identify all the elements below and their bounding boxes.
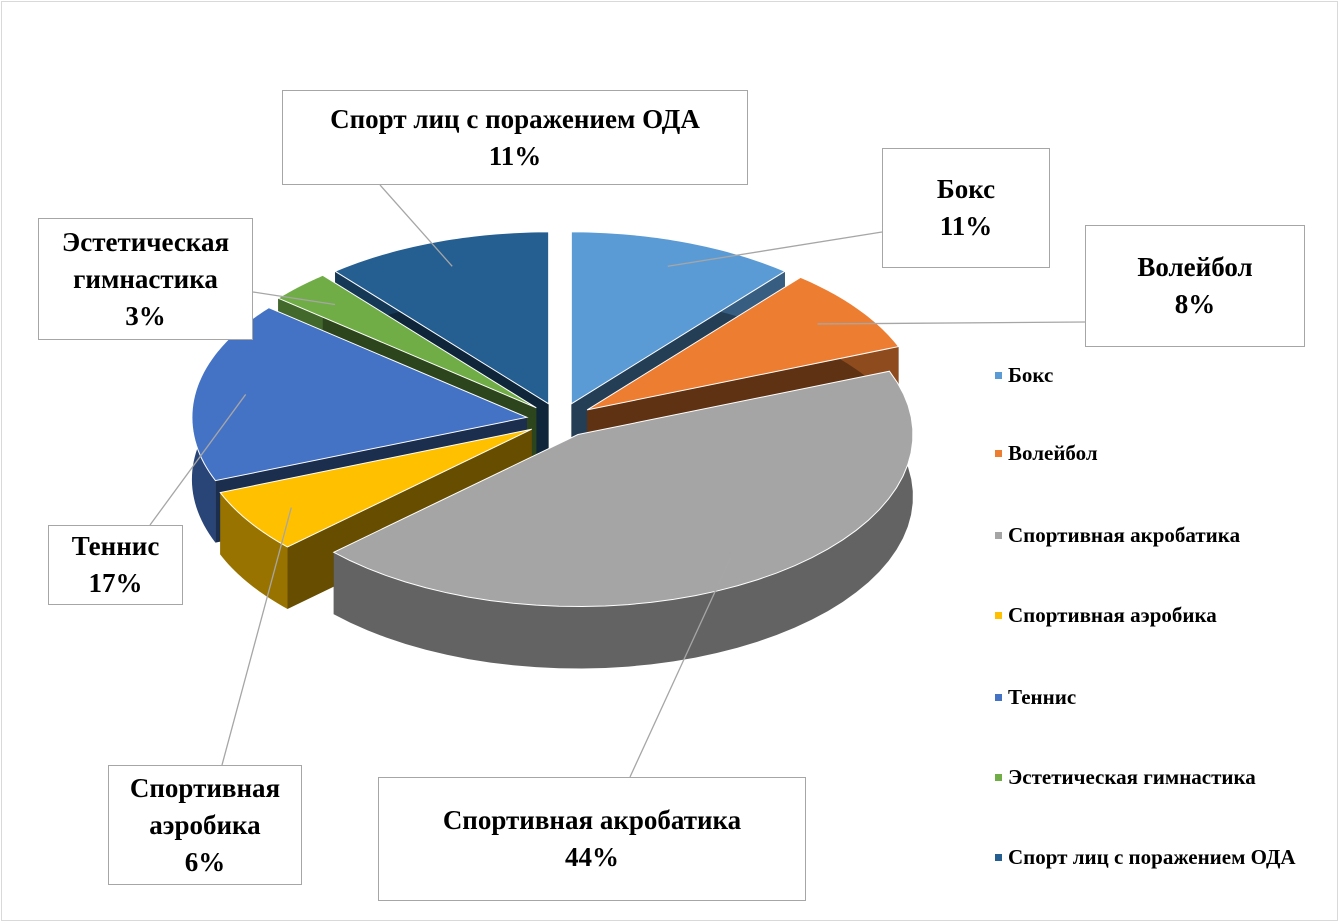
data-label-value: 6%: [184, 846, 226, 877]
data-label: Спорт лиц с поражением ОДА 11%: [282, 90, 748, 185]
data-label-value: 44%: [565, 842, 619, 872]
data-label-value: 3%: [125, 300, 166, 331]
legend-entry: Эстетическая гимнастика: [995, 762, 1328, 792]
legend-entry: Теннис: [995, 682, 1328, 712]
data-label-value: 8%: [1174, 289, 1216, 319]
data-label: Эстетическая гимнастика 3%: [38, 218, 253, 340]
data-label-name: Теннис: [71, 531, 160, 561]
leader-line: [379, 184, 453, 267]
legend-marker: [995, 774, 1002, 781]
data-label-name: Бокс: [936, 174, 996, 204]
data-label-value: 11%: [488, 140, 542, 171]
legend-label: Эстетическая гимнастика: [1008, 765, 1256, 789]
data-label: Спортивная акробатика 44%: [378, 777, 806, 901]
data-label: Волейбол 8%: [1085, 225, 1305, 347]
leader-line: [629, 557, 732, 778]
slice: [219, 428, 532, 548]
legend-entry: Бокс: [995, 360, 1328, 390]
data-label-value: 17%: [88, 568, 143, 598]
legend-entry: Спортивная акробатика: [995, 520, 1328, 550]
legend-marker: [995, 532, 1002, 539]
leader-line: [149, 394, 247, 526]
leader-line: [667, 231, 883, 267]
legend-label: Спорт лиц с поражением ОДА: [1008, 845, 1296, 869]
legend-marker: [995, 372, 1002, 379]
data-label: Теннис 17%: [48, 525, 183, 605]
slice: [570, 231, 786, 405]
slice: [332, 370, 914, 608]
data-label-name: Спорт лиц с поражением ОДА: [330, 103, 700, 134]
slice: [277, 274, 537, 409]
data-label-name: Волейбол: [1137, 252, 1253, 282]
legend-label: Спортивная акробатика: [1008, 523, 1241, 547]
slice: [586, 276, 900, 411]
legend-label: Волейбол: [1008, 441, 1098, 465]
legend-label: Теннис: [1008, 685, 1077, 709]
data-label-name: Спортивная аэробика: [129, 772, 281, 840]
legend-entry: Спорт лиц с поражением ОДА: [995, 842, 1328, 872]
legend-label: Бокс: [1008, 363, 1054, 387]
data-label: Спортивная аэробика 6%: [108, 765, 302, 885]
leader-line: [817, 321, 1086, 325]
slice: [334, 231, 550, 405]
legend-marker: [995, 612, 1002, 619]
legend-entry: Волейбол: [995, 438, 1328, 468]
data-label: Бокс 11%: [882, 148, 1050, 268]
legend-marker: [995, 450, 1002, 457]
legend-label: Спортивная аэробика: [1008, 603, 1217, 627]
data-label-name: Спортивная акробатика: [442, 805, 742, 835]
leader-line: [221, 507, 292, 766]
leader-line: [252, 291, 336, 306]
legend-marker: [995, 854, 1002, 861]
legend-entry: Спортивная аэробика: [995, 600, 1328, 630]
slice-wall: [333, 371, 913, 669]
slice-wall: [220, 492, 288, 609]
data-label-value: 11%: [939, 211, 993, 241]
data-label-name: Эстетическая гимнастика: [61, 226, 230, 294]
legend-marker: [995, 694, 1002, 701]
